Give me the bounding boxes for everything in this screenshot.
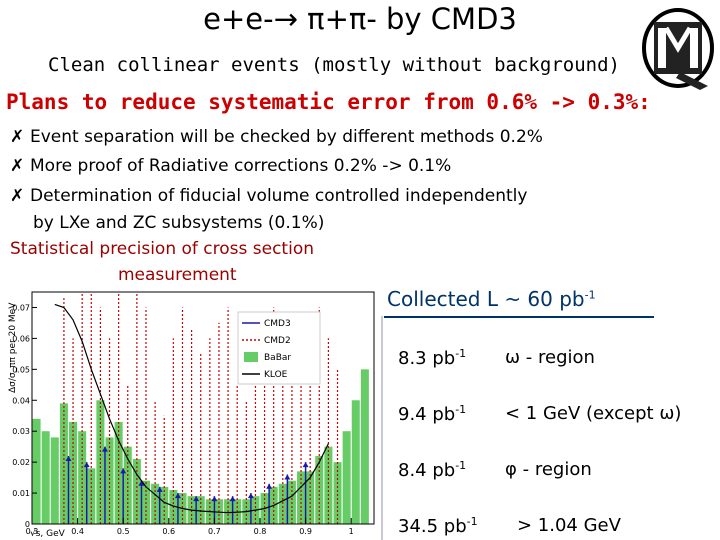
x-tick-label: 0.3 (26, 527, 39, 536)
babar-bar (123, 446, 132, 524)
cmd3-marker (174, 493, 181, 499)
lum-region: ω - region (505, 347, 595, 368)
cmd3-logo (642, 8, 714, 90)
lum-region: < 1 GeV (except ω) (505, 403, 682, 424)
x-tick-label: 0.6 (162, 527, 175, 536)
cross-mark-icon: ✗ (10, 186, 25, 206)
slide-subtitle: Clean collinear events (mostly without b… (48, 54, 620, 76)
babar-bar (306, 471, 315, 524)
cmd3-marker (302, 462, 309, 468)
lum-region: > 1.04 GeV (517, 515, 621, 536)
y-tick-label: 0.02 (12, 458, 30, 467)
y-axis-label: Δσ/σ_ππ per 20 MeV (8, 302, 18, 393)
y-tick-label: 0.01 (12, 489, 30, 498)
legend-label: CMD3 (264, 319, 291, 329)
babar-bar (41, 431, 50, 524)
y-ticks: 0 0.01 0.02 0.03 0.04 0.05 0.06 0.07 (12, 303, 37, 529)
plot-frame (31, 291, 375, 525)
babar-bar (333, 462, 342, 524)
plan-item-2: ✗ More proof of Radiative corrections 0.2… (10, 156, 451, 176)
lum-value: 34.5 pb-1 (398, 515, 478, 537)
statistical-precision-line1: Statistical precision of cross section (10, 239, 314, 259)
babar-bar (342, 431, 351, 524)
cmd3-marker (101, 446, 108, 452)
lum-value: 8.3 pb-1 (398, 347, 467, 369)
cmd3-marker (138, 480, 145, 486)
cross-mark-icon: ✗ (10, 127, 25, 147)
babar-bar (78, 431, 87, 524)
y-axis-label-box: Δσ/σ_ππ per 20 MeV (8, 302, 18, 393)
lum-value: 8.4 pb-1 (398, 459, 467, 481)
luminosity-heading: Collected L ~ 60 pb-1 (387, 287, 596, 311)
lum-region: φ - region (505, 459, 592, 480)
plan-item-3: ✗ Determination of fiducial volume contro… (10, 186, 527, 206)
cmd3-marker (229, 496, 236, 502)
x-tick-label: 0.9 (299, 527, 312, 536)
legend-label: CMD2 (264, 336, 291, 346)
heading-underline (384, 316, 654, 318)
cmd2-series (63, 292, 339, 524)
cmd3-marker (247, 493, 254, 499)
kloe-line (54, 303, 329, 514)
cmd3-marker (284, 474, 291, 480)
y-tick-label: 0.07 (12, 303, 30, 312)
babar-bar (114, 421, 123, 524)
plans-heading: Plans to reduce systematic error from 0.… (6, 90, 651, 114)
legend-swatch (244, 352, 258, 362)
babar-bar (69, 421, 78, 524)
plan-item-3-continued: by LXe and ZC subsystems (0.1%) (33, 213, 325, 233)
legend-box (237, 311, 321, 385)
slide-title: e+e-→ π+π- by CMD3 (203, 2, 517, 36)
legend-label: KLOE (264, 370, 288, 380)
x-ticks: 0.3 0.4 0.5 0.6 0.7 0.8 0.9 1 (26, 518, 354, 536)
babar-bar (360, 369, 369, 524)
x-tick-label: 0.7 (208, 527, 221, 536)
x-tick-label: 0.4 (71, 527, 84, 536)
cmd3-marker (65, 455, 72, 461)
babar-bar (32, 418, 41, 524)
y-tick-label: 0.06 (12, 334, 30, 343)
y-tick-label: 0 (25, 520, 30, 529)
y-tick-label: 0.05 (12, 365, 30, 374)
divider-line (381, 316, 383, 540)
x-tick-label: 0.8 (254, 527, 267, 536)
babar-bar (297, 471, 306, 524)
plan-item-1: ✗ Event separation will be checked by dif… (10, 127, 543, 147)
babar-bar (105, 437, 114, 524)
x-tick-label: 1 (349, 527, 354, 536)
cmd3-marker (193, 496, 200, 502)
plan-item-text: More proof of Radiative corrections 0.2%… (30, 156, 452, 176)
babar-bar (50, 437, 59, 524)
kloe-series (54, 303, 329, 514)
cmd3-marker (83, 462, 90, 468)
babar-bar (351, 400, 360, 524)
babar-bar (315, 455, 324, 524)
x-axis-label: √s, GeV (30, 528, 66, 539)
lum-value: 9.4 pb-1 (398, 403, 467, 425)
y-tick-label: 0.03 (12, 427, 30, 436)
babar-bar (324, 446, 333, 524)
cross-mark-icon: ✗ (10, 156, 25, 176)
cmd3-marker (266, 483, 273, 489)
legend-label: BaBar (264, 353, 291, 363)
y-tick-label: 0.04 (12, 396, 30, 405)
babar-bar (160, 486, 169, 524)
cross-section-chart: 00.010.020.030.040.050.060.07 0.3 0.4 0.5 0… (12, 291, 375, 539)
statistical-precision-line2: measurement (118, 265, 237, 285)
cmd3-marker (156, 486, 163, 492)
plan-item-text: Event separation will be checked by diff… (30, 127, 543, 147)
cmd3-series (65, 446, 309, 524)
cmd3-marker (120, 468, 127, 474)
chart-legend: CMD3 CMD2 BaBar KLOE (237, 311, 321, 385)
x-tick-label: 0.5 (117, 527, 130, 536)
cmd3-marker (211, 496, 218, 502)
babar-bar (87, 468, 96, 524)
plan-item-text: Determination of fiducial volume control… (30, 186, 528, 206)
